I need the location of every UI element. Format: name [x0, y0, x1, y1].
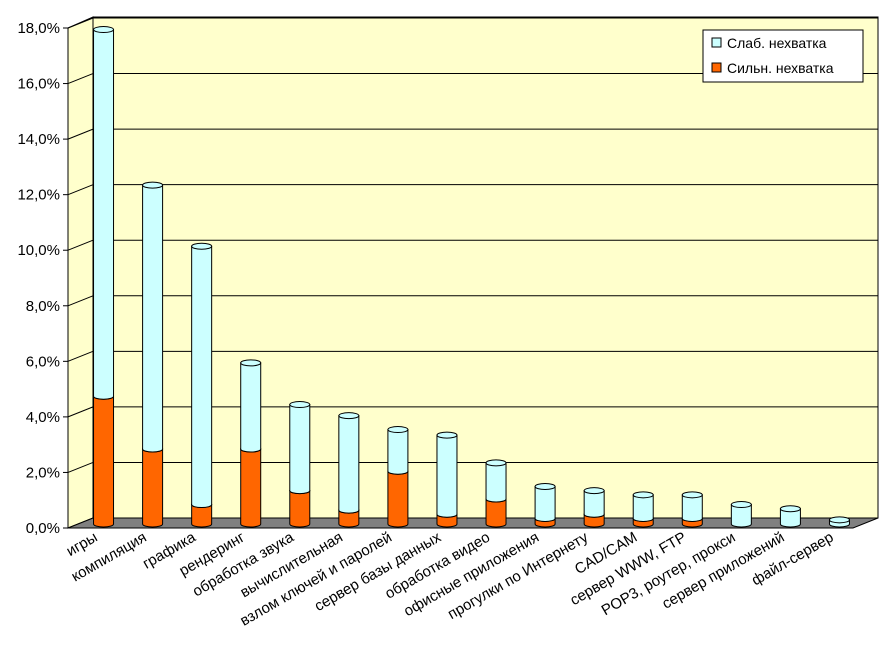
grid-line [67, 239, 94, 251]
y-tick-label: 18,0% [17, 20, 60, 37]
bar-weak [632, 494, 654, 522]
bar-weak-top [632, 491, 654, 499]
bar-group [93, 26, 115, 528]
bar-weak [142, 184, 164, 453]
bar-weak [583, 490, 605, 518]
bar-weak-top [779, 505, 801, 513]
bar-weak [436, 434, 458, 518]
y-tick-label: 6,0% [26, 353, 60, 370]
bar-weak-top [534, 483, 556, 490]
grid-line [67, 73, 94, 85]
bar-weak [681, 494, 703, 522]
bar-weak [191, 245, 213, 509]
bar-strong [289, 490, 311, 528]
bar-weak-top [485, 459, 507, 467]
y-tick-label: 12,0% [17, 187, 60, 204]
y-tick-label: 0,0% [26, 520, 60, 537]
y-tick-label: 4,0% [26, 409, 60, 426]
bar-weak [730, 504, 752, 528]
y-axis: 0,0% 2,0% 4,0% 6,0% 8,0% 10,0% 12,0% 14,0% 16,0%… [17, 20, 69, 537]
bar-group [828, 516, 850, 528]
chart-floor [67, 517, 879, 529]
legend-swatch-weak [711, 37, 722, 48]
grid-line [67, 17, 94, 29]
bar-strong [93, 395, 115, 528]
bar-strong [485, 498, 507, 528]
bar-strong [191, 504, 213, 528]
y-tick-label: 2,0% [26, 464, 60, 481]
bar-weak-top [387, 426, 409, 434]
bar-weak-top [681, 491, 703, 499]
bar-weak [485, 462, 507, 503]
bars [93, 26, 850, 528]
bar-weak-top [338, 412, 360, 420]
bar-strong [142, 448, 164, 528]
grid-line [67, 461, 94, 473]
grid-line [67, 128, 94, 140]
bar-group [436, 431, 458, 528]
bar-group [289, 401, 311, 528]
bar-weak [240, 362, 262, 453]
bar-group [632, 491, 654, 528]
grid-line [67, 184, 94, 196]
bar-group [681, 491, 703, 528]
bar-weak-top [583, 487, 605, 495]
bar-group [779, 505, 801, 528]
grid-line [67, 406, 94, 418]
bar-strong [240, 448, 262, 528]
bar-group [191, 242, 213, 528]
x-axis-labels: игрыкомпиляцияграфикарендерингобработка … [63, 528, 836, 629]
bar-weak-top [436, 431, 458, 439]
y-tick-label: 8,0% [26, 298, 60, 315]
chart-side-wall [67, 16, 94, 529]
bar-weak-top [93, 26, 115, 34]
bar-weak [338, 415, 360, 514]
bar-weak-top [142, 181, 164, 189]
legend-swatch-strong [711, 62, 722, 73]
bar-weak-top [289, 401, 311, 409]
bar-weak-top [730, 501, 752, 509]
bar-group [338, 412, 360, 528]
legend-label-weak: Слаб. нехватка [727, 35, 827, 51]
bar-weak [387, 429, 409, 475]
bar-group [142, 181, 164, 528]
bar-weak-top [240, 359, 262, 367]
bar-weak-top [191, 242, 213, 250]
bar-group [240, 359, 262, 528]
bar-weak [289, 404, 311, 495]
bar-group [730, 501, 752, 528]
legend: Слаб. нехватка Сильн. нехватка [702, 29, 864, 83]
legend-label-strong: Сильн. нехватка [727, 60, 834, 76]
grid-line [67, 295, 94, 307]
bar-group [485, 459, 507, 528]
bar-weak-top [828, 516, 850, 524]
y-tick-label: 16,0% [17, 76, 60, 93]
grid-line [67, 350, 94, 362]
legend-box [702, 29, 864, 83]
y-tick-label: 14,0% [17, 131, 60, 148]
bar-strong [338, 509, 360, 528]
bar-weak [779, 508, 801, 528]
bar-weak [534, 486, 556, 522]
bar-weak [93, 29, 115, 400]
bar-group [534, 483, 556, 528]
bar-strong [387, 470, 409, 528]
grid-lines [67, 17, 878, 473]
bar-group [387, 426, 409, 528]
bar-group [583, 487, 605, 528]
y-tick-label: 10,0% [17, 242, 60, 259]
